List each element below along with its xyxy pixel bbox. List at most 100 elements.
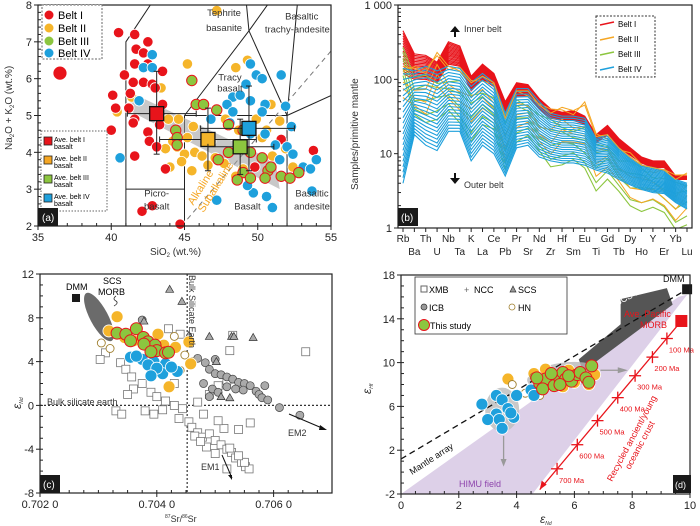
legend-averages: Ave. belt I basalt Ave. belt II basalt A… bbox=[40, 130, 108, 212]
data-point-this-study bbox=[582, 375, 596, 389]
data-point-icb bbox=[205, 392, 214, 401]
data-point-this-study bbox=[585, 359, 599, 373]
legend-belts-b: Belt I Belt II Belt III Belt IV bbox=[595, 15, 656, 78]
data-point-belt-iv bbox=[310, 154, 322, 166]
data-point-belt-iv bbox=[234, 89, 246, 101]
pacific-morb-label-line1: Ave. Pacific bbox=[624, 309, 671, 319]
bse-horizontal-label: Bulk silicate earth bbox=[47, 397, 118, 407]
panel-b-x-tick-label: Zr bbox=[546, 247, 556, 258]
data-point-scs bbox=[139, 316, 149, 325]
panel-c-y-tick-label: 8 bbox=[28, 313, 34, 325]
data-point-belt-i bbox=[110, 102, 122, 114]
data-point-xmb bbox=[213, 416, 223, 426]
age-label: 300 Ma bbox=[637, 383, 663, 392]
legend-label-belt1: Belt I bbox=[618, 20, 636, 29]
data-point-belt-i bbox=[142, 126, 154, 138]
data-point-hn bbox=[507, 380, 517, 389]
panel-b-x-tick-label: K bbox=[468, 234, 475, 245]
line-belt4 bbox=[402, 102, 688, 199]
data-point-hn bbox=[169, 331, 179, 341]
data-point-this-study bbox=[553, 378, 567, 391]
panel-b-y-tick-label: 100 bbox=[374, 74, 392, 86]
data-point-xmb bbox=[239, 457, 249, 467]
data-point-belt-iv bbox=[221, 98, 233, 111]
panel-c-y-tick-label: -8 bbox=[24, 488, 34, 500]
data-point-belt-iv bbox=[256, 106, 268, 118]
panel-c-plot-frame bbox=[39, 273, 333, 494]
legend-label-ave-belt2: Ave. belt II bbox=[54, 156, 87, 163]
panel-b-x-tick-label: Gd bbox=[601, 234, 614, 245]
panel-a-y-tick-label: 6 bbox=[26, 74, 32, 86]
legend-marker-hn bbox=[508, 303, 516, 311]
data-point-scs bbox=[248, 332, 258, 341]
average-marker-belt1 bbox=[149, 106, 165, 122]
panel-a-tas-diagram: Tephrite basanite Basaltic trachy-andesite T… bbox=[4, 0, 337, 259]
data-point-belt-iv bbox=[274, 154, 286, 166]
panel-b-x-tick-label: Y bbox=[650, 234, 657, 245]
panel-b-x-tick-label: Yb bbox=[670, 234, 683, 245]
data-point-belt-i bbox=[146, 200, 158, 212]
line-belt4 bbox=[402, 112, 688, 203]
legend-label-ave-belt3-line2: basalt bbox=[54, 182, 73, 189]
data-point-belt2 bbox=[184, 357, 198, 371]
line-belt4 bbox=[402, 90, 688, 194]
panel-d-y-tick-label: 2 bbox=[389, 445, 395, 457]
data-point-xmb bbox=[123, 390, 132, 399]
field-label: trachy-andesite bbox=[265, 25, 330, 36]
panel-b-x-tick-label: Pb bbox=[499, 247, 512, 258]
panel-a-y-tick-label: 3 bbox=[26, 184, 32, 196]
field-label: basalt bbox=[217, 84, 243, 95]
data-point-belt4 bbox=[527, 389, 541, 402]
morb-label: MORB bbox=[98, 287, 125, 297]
age-label: 700 Ma bbox=[559, 476, 585, 485]
line-belt4 bbox=[402, 115, 688, 204]
legend-label-belt3: Belt III bbox=[618, 50, 641, 59]
data-point-xmb bbox=[210, 449, 220, 458]
x-axis-label-end: εNd bbox=[540, 512, 552, 526]
panel-b-x-tick-label: Er bbox=[659, 247, 670, 258]
data-point-belt-iv bbox=[285, 120, 298, 133]
data-point-xmb bbox=[193, 397, 203, 407]
panel-c-x-tick-label: 0.704 0 bbox=[138, 499, 175, 511]
average-marker-belt4 bbox=[241, 120, 257, 137]
data-point-belt-ii bbox=[230, 62, 242, 74]
scs-morb-field bbox=[578, 288, 673, 372]
em1-label: EM1 bbox=[201, 462, 220, 472]
data-point-xmb bbox=[234, 425, 243, 434]
em1-arrow bbox=[221, 454, 233, 479]
line-belt4 bbox=[402, 93, 688, 195]
panel-b-x-tick-label: La bbox=[477, 247, 489, 258]
panel-b-x-tick-label: Dy bbox=[624, 234, 636, 245]
data-point-xmb bbox=[178, 404, 187, 414]
panel-b-plot-frame bbox=[397, 4, 693, 229]
age-label: 400 Ma bbox=[620, 405, 646, 414]
legend-label-ave-belt1: Ave. belt I bbox=[54, 137, 85, 144]
panel-b-lines bbox=[402, 30, 688, 228]
panel-b-x-tick-label: Sr bbox=[523, 247, 534, 258]
arrow-up-icon bbox=[450, 26, 460, 37]
data-point-belt2 bbox=[110, 310, 124, 324]
data-point-belt-iv bbox=[133, 95, 145, 107]
legend-marker-ncc: + bbox=[464, 285, 469, 295]
data-point-belt-i bbox=[149, 82, 161, 94]
panel-b-x-tick-label: Sm bbox=[566, 247, 581, 258]
panel-label-bg bbox=[38, 208, 58, 226]
data-point-xmb bbox=[234, 451, 243, 461]
panel-label-d: (d) bbox=[675, 480, 686, 490]
panel-d-x-tick-label: 6 bbox=[571, 500, 577, 512]
data-point-this-study bbox=[530, 371, 544, 385]
panel-d-y-tick-label: 18 bbox=[383, 270, 395, 282]
data-point-scs bbox=[177, 296, 187, 305]
inner-belt-label: Inner belt bbox=[464, 24, 502, 34]
data-point-belt4 bbox=[475, 397, 489, 411]
data-point-belt-iii bbox=[197, 98, 210, 111]
data-point-belt-iv bbox=[244, 95, 257, 107]
inner-belt-annotation: Inner belt bbox=[450, 24, 502, 37]
data-point-icb bbox=[200, 358, 210, 368]
data-point-hn bbox=[96, 338, 106, 348]
data-point-belt-iv bbox=[279, 100, 292, 112]
panel-a-x-tick-label: 35 bbox=[32, 232, 44, 244]
field-label: Basalt bbox=[234, 201, 261, 212]
line-belt4 bbox=[402, 109, 688, 201]
data-point-belt2 bbox=[162, 380, 176, 394]
